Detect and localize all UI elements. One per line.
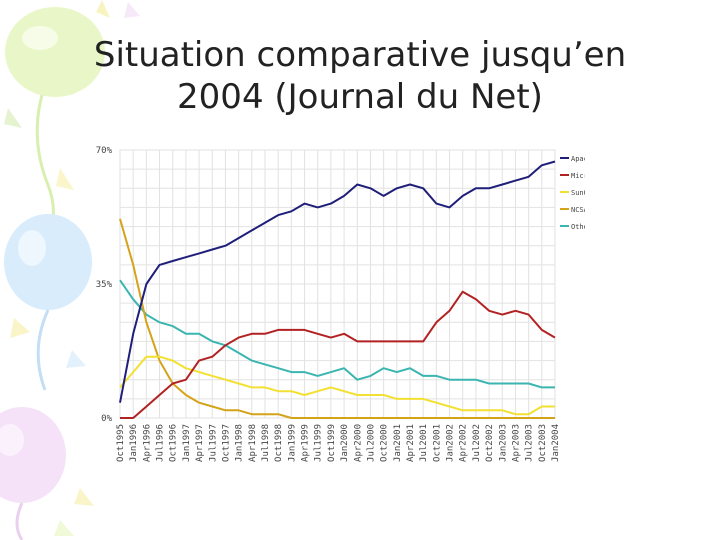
title-line-2: 2004 (Journal du Net) (177, 77, 543, 117)
market-share-line-chart: 0%35%70% Oct1995 Jan1996 Apr1996 Jul1996 Oct… (96, 146, 585, 462)
series-line-apache (119, 160, 556, 403)
x-tick-label: Apr2001 (406, 424, 416, 462)
x-tick-label: Jul1998 (261, 424, 271, 462)
x-tick-label: Jan1996 (129, 424, 139, 462)
x-tick-label: Oct1996 (169, 424, 179, 462)
chart-grid (119, 149, 556, 419)
x-tick-label: Jan1997 (182, 424, 192, 462)
series-lines (119, 160, 556, 419)
series-line-microsoft (120, 290, 556, 419)
confetti-decoration (4, 0, 140, 536)
x-tick-label: Jul2002 (472, 424, 482, 462)
y-tick-label: 70% (96, 146, 113, 156)
x-tick-label: Jan2002 (446, 424, 456, 462)
balloon-decoration-blue (4, 214, 92, 391)
x-tick-label: Apr1999 (301, 424, 311, 462)
legend-label-apache: Apache (571, 155, 585, 163)
x-tick-label: Jan2001 (393, 424, 403, 462)
y-tick-label: 35% (96, 280, 113, 290)
y-tick-label: 0% (101, 414, 112, 424)
x-tick-label: Apr2002 (459, 424, 469, 462)
x-tick-label: Jan1999 (287, 424, 297, 462)
legend-label-other: Other (571, 223, 585, 231)
slide-title: Situation comparative jusqu’en 2004 (Jou… (40, 34, 680, 118)
x-tick-label: Apr1998 (248, 424, 258, 462)
x-tick-label: Oct1997 (221, 424, 231, 462)
legend-label-microsoft: Microsoft (571, 172, 585, 180)
x-axis: Oct1995 Jan1996 Apr1996 Jul1996 Oct1996 Jan19… (116, 424, 561, 462)
balloon-decoration-pink (0, 407, 66, 540)
y-axis: 0% 35% 70% (96, 146, 113, 424)
x-tick-label: Apr1996 (142, 424, 152, 462)
x-tick-label: Oct1995 (116, 424, 126, 462)
x-tick-label: Jul2001 (419, 424, 429, 462)
x-tick-label: Jan2003 (498, 424, 508, 462)
x-tick-label: Jan2000 (340, 424, 350, 462)
x-tick-label: Jan1998 (235, 424, 245, 462)
x-tick-label: Jul1997 (208, 424, 218, 462)
chart-legend: Apache Microsoft SunONE NCSA Other (560, 155, 585, 231)
x-tick-label: Oct2000 (380, 424, 390, 462)
series-line-ncsa (119, 218, 555, 419)
x-tick-label: Oct1998 (274, 424, 284, 462)
x-tick-label: Jul2003 (525, 424, 535, 462)
x-tick-label: Oct2001 (432, 424, 442, 462)
x-tick-label: Oct2003 (538, 424, 548, 462)
x-tick-label: Jul1999 (314, 424, 324, 462)
x-tick-label: Apr2000 (353, 424, 363, 462)
x-tick-label: Apr1997 (195, 424, 205, 462)
series-line-other (119, 279, 555, 389)
x-tick-label: Apr2003 (511, 424, 521, 462)
x-tick-label: Jul1996 (156, 424, 166, 462)
legend-label-sunone: SunONE (571, 189, 585, 197)
x-tick-label: Jan2004 (551, 424, 561, 462)
x-tick-label: Oct2002 (485, 424, 495, 462)
x-tick-label: Oct1999 (327, 424, 337, 462)
legend-label-ncsa: NCSA (571, 206, 585, 214)
x-tick-label: Jul2000 (366, 424, 376, 462)
title-line-1: Situation comparative jusqu’en (93, 35, 627, 75)
